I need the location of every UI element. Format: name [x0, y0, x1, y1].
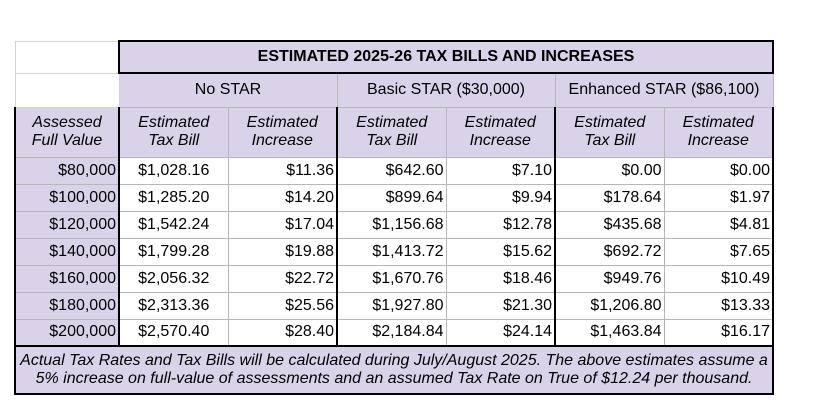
header-basic-star-increase: Estimated Increase [445, 106, 556, 158]
header-no-star-bill: Estimated Tax Bill [118, 106, 229, 158]
assessed-value-cell: $80,000 [14, 156, 120, 185]
table-row: $200,000 $2,570.40 $28.40 $2,184.84 $24.… [14, 318, 774, 347]
enhanced-star-increase-cell: $1.97 [663, 183, 774, 212]
enhanced-star-bill-cell: $1,206.80 [554, 291, 665, 320]
basic-star-bill-cell: $1,156.68 [336, 210, 447, 239]
basic-star-bill-cell: $642.60 [336, 156, 447, 185]
no-star-increase-cell: $25.56 [227, 291, 338, 320]
basic-star-increase-cell: $9.94 [445, 183, 556, 212]
basic-star-bill-cell: $1,413.72 [336, 237, 447, 266]
table-row: $160,000 $2,056.32 $22.72 $1,670.76 $18.… [14, 264, 774, 293]
table-row: $120,000 $1,542.24 $17.04 $1,156.68 $12.… [14, 210, 774, 239]
no-star-increase-cell: $11.36 [227, 156, 338, 185]
no-star-increase-cell: $19.88 [227, 237, 338, 266]
basic-star-bill-cell: $2,184.84 [336, 318, 447, 347]
table-row: $80,000 $1,028.16 $11.36 $642.60 $7.10 $… [14, 156, 774, 185]
tax-estimate-table: ESTIMATED 2025-26 TAX BILLS AND INCREASE… [14, 40, 774, 395]
table-row: $140,000 $1,799.28 $19.88 $1,413.72 $15.… [14, 237, 774, 266]
header-no-star-increase: Estimated Increase [227, 106, 338, 158]
blank-corner-cell [14, 40, 120, 74]
group-no-star: No STAR [118, 72, 338, 108]
no-star-increase-cell: $22.72 [227, 264, 338, 293]
blank-group-cell [14, 72, 120, 108]
assessed-value-cell: $180,000 [14, 291, 120, 320]
no-star-increase-cell: $17.04 [227, 210, 338, 239]
header-enhanced-star-bill: Estimated Tax Bill [554, 106, 665, 158]
basic-star-increase-cell: $18.46 [445, 264, 556, 293]
no-star-bill-cell: $1,799.28 [118, 237, 229, 266]
table-title: ESTIMATED 2025-26 TAX BILLS AND INCREASE… [118, 40, 774, 74]
basic-star-bill-cell: $1,670.76 [336, 264, 447, 293]
basic-star-increase-cell: $7.10 [445, 156, 556, 185]
header-enhanced-star-increase: Estimated Increase [663, 106, 774, 158]
enhanced-star-bill-cell: $1,463.84 [554, 318, 665, 347]
no-star-increase-cell: $14.20 [227, 183, 338, 212]
enhanced-star-increase-cell: $4.81 [663, 210, 774, 239]
no-star-increase-cell: $28.40 [227, 318, 338, 347]
enhanced-star-bill-cell: $435.68 [554, 210, 665, 239]
enhanced-star-bill-cell: $0.00 [554, 156, 665, 185]
no-star-bill-cell: $1,285.20 [118, 183, 229, 212]
basic-star-increase-cell: $24.14 [445, 318, 556, 347]
no-star-bill-cell: $2,570.40 [118, 318, 229, 347]
no-star-bill-cell: $1,542.24 [118, 210, 229, 239]
footnote: Actual Tax Rates and Tax Bills will be c… [14, 345, 774, 395]
basic-star-bill-cell: $899.64 [336, 183, 447, 212]
assessed-value-cell: $140,000 [14, 237, 120, 266]
enhanced-star-increase-cell: $10.49 [663, 264, 774, 293]
enhanced-star-increase-cell: $13.33 [663, 291, 774, 320]
enhanced-star-bill-cell: $949.76 [554, 264, 665, 293]
basic-star-bill-cell: $1,927.80 [336, 291, 447, 320]
group-enhanced-star: Enhanced STAR ($86,100) [554, 72, 774, 108]
assessed-value-cell: $120,000 [14, 210, 120, 239]
basic-star-increase-cell: $15.62 [445, 237, 556, 266]
table-row: $180,000 $2,313.36 $25.56 $1,927.80 $21.… [14, 291, 774, 320]
enhanced-star-increase-cell: $7.65 [663, 237, 774, 266]
assessed-value-cell: $200,000 [14, 318, 120, 347]
header-basic-star-bill: Estimated Tax Bill [336, 106, 447, 158]
no-star-bill-cell: $1,028.16 [118, 156, 229, 185]
assessed-value-cell: $100,000 [14, 183, 120, 212]
enhanced-star-bill-cell: $692.72 [554, 237, 665, 266]
assessed-value-cell: $160,000 [14, 264, 120, 293]
group-basic-star: Basic STAR ($30,000) [336, 72, 556, 108]
header-assessed-full-value: Assessed Full Value [14, 106, 120, 158]
enhanced-star-increase-cell: $16.17 [663, 318, 774, 347]
table-row: $100,000 $1,285.20 $14.20 $899.64 $9.94 … [14, 183, 774, 212]
basic-star-increase-cell: $12.78 [445, 210, 556, 239]
no-star-bill-cell: $2,313.36 [118, 291, 229, 320]
no-star-bill-cell: $2,056.32 [118, 264, 229, 293]
enhanced-star-increase-cell: $0.00 [663, 156, 774, 185]
basic-star-increase-cell: $21.30 [445, 291, 556, 320]
enhanced-star-bill-cell: $178.64 [554, 183, 665, 212]
